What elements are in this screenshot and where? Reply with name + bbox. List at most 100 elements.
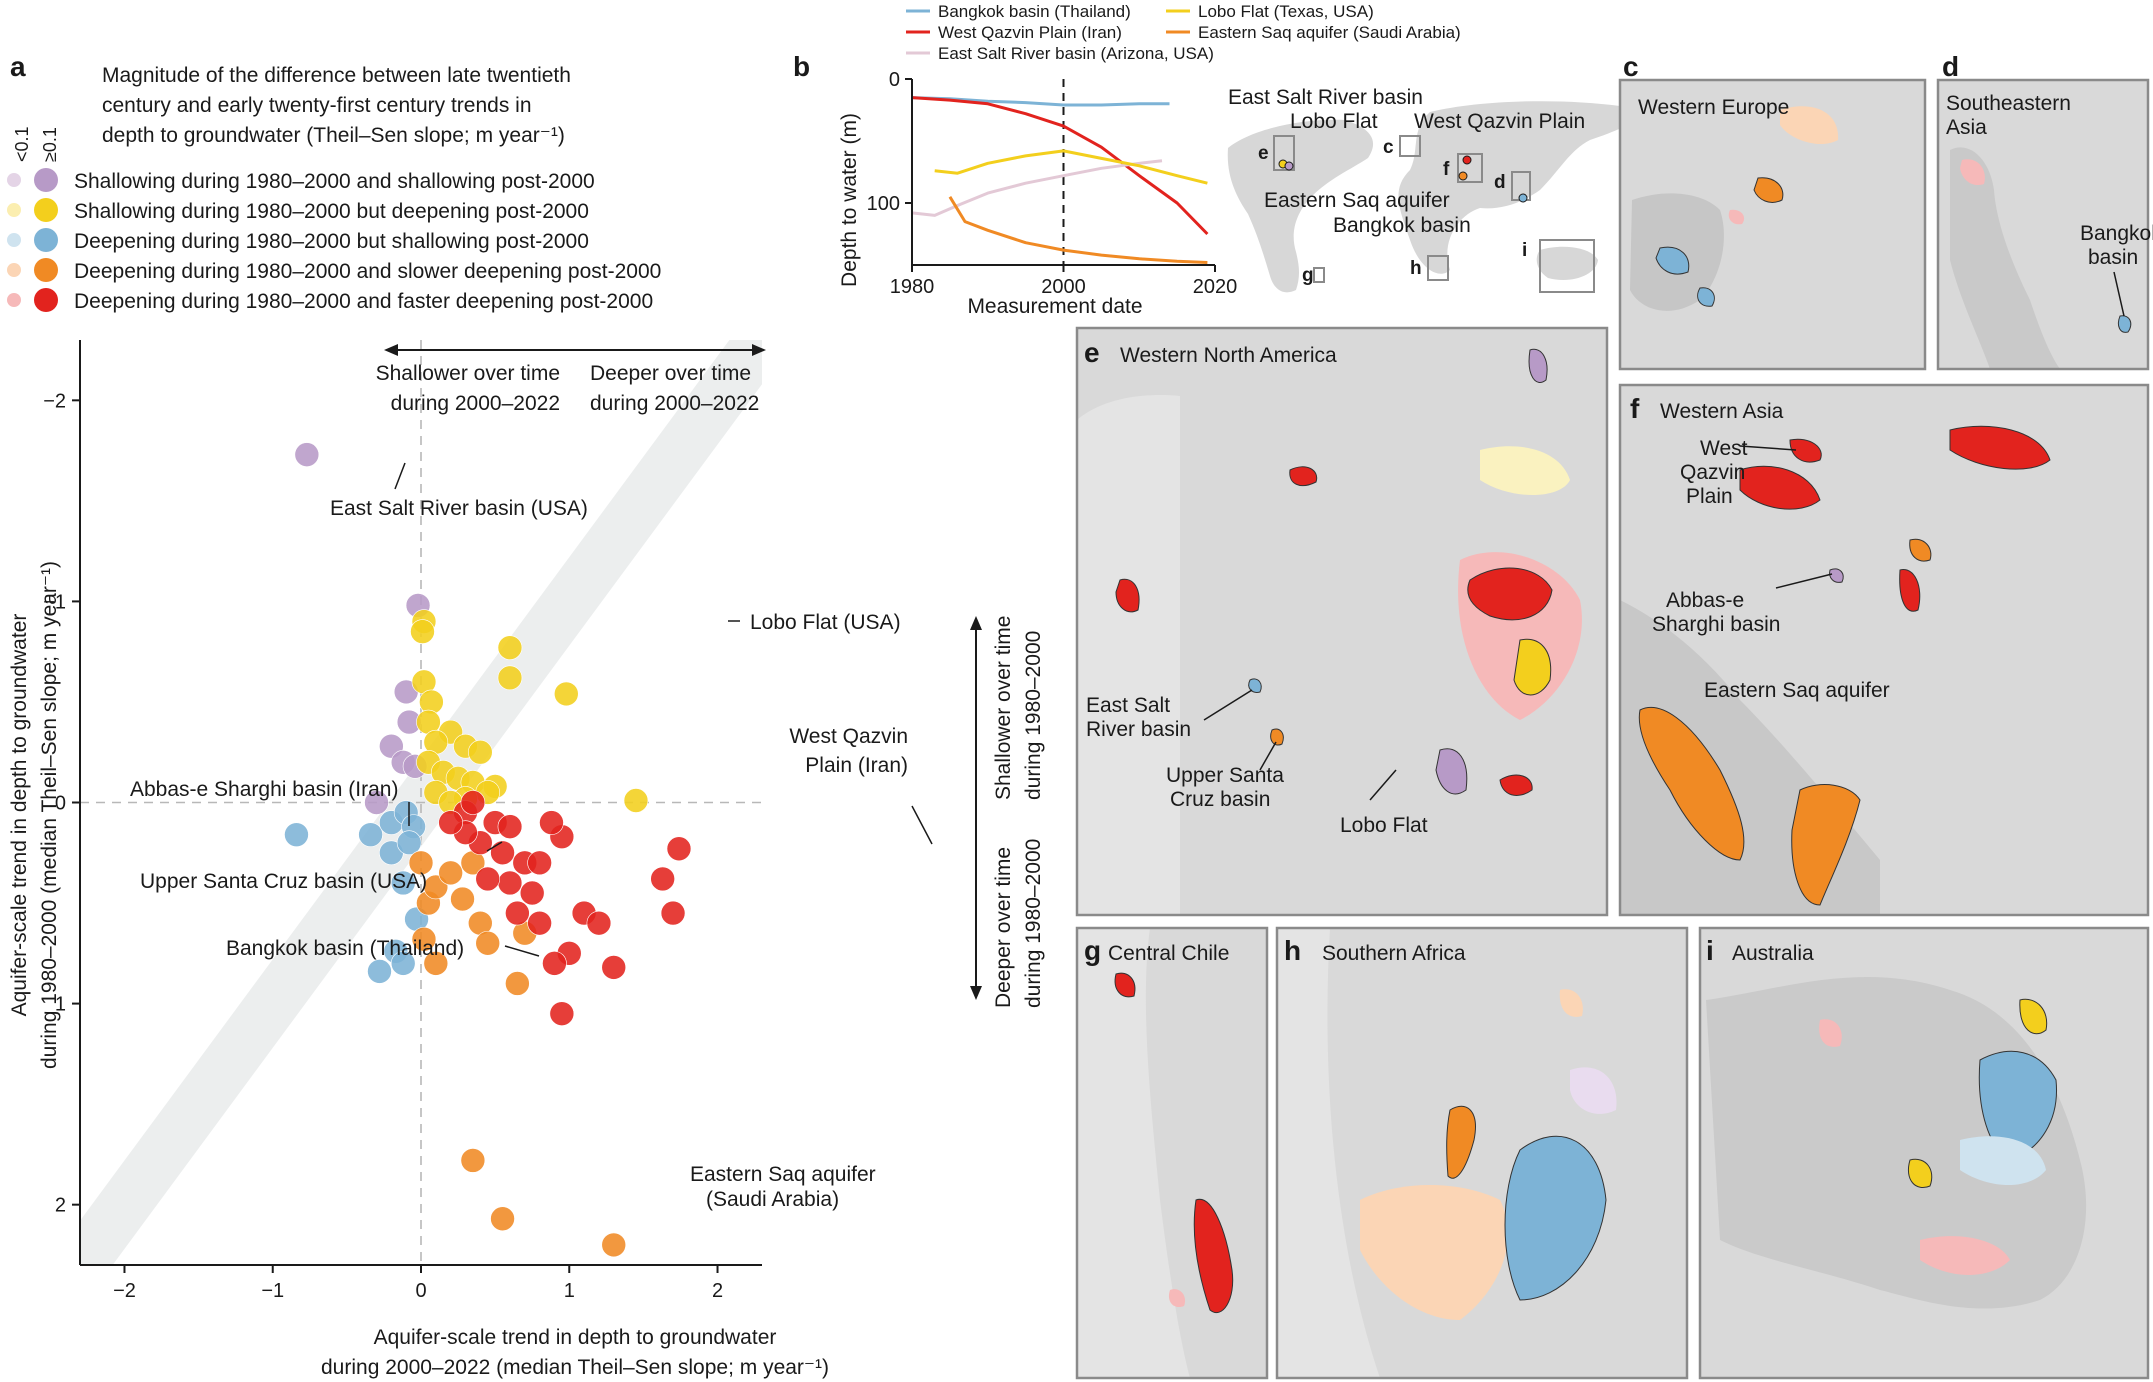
- arrow-down-label-2: during 1980–2000: [1022, 839, 1045, 1008]
- scatter-point: [294, 442, 320, 467]
- map-f-label-saq: Eastern Saq aquifer: [1704, 679, 1890, 702]
- scatter-y-tick-label: 0: [55, 793, 66, 815]
- locator-box-e: [1273, 135, 1295, 171]
- scatter-point: [475, 866, 501, 892]
- map-c-aquifer-blue-2: [1697, 287, 1715, 307]
- map-f-leader-abbas: [1775, 573, 1833, 589]
- scatter-x-tick-label: 1: [564, 1280, 575, 1302]
- map-i-aquifer-pink-north: [1819, 1019, 1842, 1047]
- scatter-point: [586, 910, 612, 936]
- map-i-aquifer-blue: [1978, 1050, 2058, 1161]
- map-f-aquifer-orange-small: [1909, 538, 1932, 562]
- scatter-y-tick-label: 1: [55, 994, 66, 1016]
- map-f-label-qazvin-3: Plain: [1686, 485, 1733, 508]
- scatter-point: [460, 1148, 486, 1173]
- legend-small-header: <0.1: [12, 126, 32, 162]
- locator-dot-bangkok: [1518, 193, 1528, 203]
- annotation-upper-santa-cruz: Upper Santa Cruz basin (USA): [140, 870, 427, 893]
- world-locator-map: East Salt River basin Lobo Flat West Qaz…: [1227, 86, 1637, 293]
- legend-item-2: Shallowing during 1980–2000 but deepenin…: [74, 200, 589, 223]
- panel-letter-b: b: [793, 51, 810, 82]
- map-c-title: Western Europe: [1638, 96, 1789, 119]
- locator-box-c: [1399, 135, 1421, 157]
- scatter-point: [601, 955, 627, 980]
- scatter-point: [423, 951, 449, 976]
- map-e-title: Western North America: [1120, 344, 1337, 367]
- arrow-left-label-1: Shallower over time: [376, 362, 560, 385]
- map-e-label-santa-cruz-2: Cruz basin: [1170, 788, 1270, 811]
- scatter-point: [666, 836, 692, 862]
- line-legend-eastern-saq: Eastern Saq aquifer (Saudi Arabia): [1198, 23, 1461, 42]
- map-g-aquifer-pink: [1168, 1289, 1186, 1308]
- locator-dot-qazvin: [1462, 155, 1472, 165]
- scatter-point: [505, 971, 530, 996]
- map-e-aquifer-red-coast: [1115, 578, 1140, 613]
- line-xlabel: Measurement date: [967, 295, 1142, 318]
- scatter-point: [358, 822, 383, 847]
- map-f-aquifer-red-cluster: [1739, 465, 1821, 510]
- locator-eurasia-africa: [1398, 101, 1637, 274]
- scatter-point: [490, 1206, 515, 1232]
- locator-letter-i: i: [1522, 240, 1527, 261]
- map-f-aquifer-red-east: [1949, 425, 2051, 470]
- locator-letter-g: g: [1302, 265, 1314, 286]
- legend-swatch-dark-5: [34, 288, 58, 312]
- line-series-path: [911, 96, 1209, 236]
- scatter-point: [364, 790, 389, 815]
- map-i-aquifer-pink: [1920, 1236, 2010, 1275]
- legend-swatch-dark-4: [34, 258, 58, 282]
- map-f-label-qazvin-1: West: [1700, 437, 1748, 460]
- legend-swatch-light-4: [7, 263, 21, 277]
- legend: Magnitude of the difference between late…: [7, 64, 661, 313]
- arrow-down-label-1: Deeper over time: [992, 847, 1015, 1008]
- legend-swatch-light-5: [7, 293, 21, 307]
- scatter-point: [475, 930, 501, 956]
- scatter-point: [396, 830, 422, 856]
- map-f-frame: [1618, 383, 2150, 917]
- scatter-point: [490, 840, 515, 866]
- panel-letter-f: f: [1630, 393, 1640, 424]
- scatter-point: [601, 1232, 627, 1258]
- map-e-label-east-salt-1: East Salt: [1086, 694, 1170, 717]
- map-c-aquifer-blue-1: [1655, 246, 1690, 275]
- scatter-point: [390, 951, 416, 976]
- line-legend-west-qazvin: West Qazvin Plain (Iran): [938, 23, 1122, 42]
- map-c-aquifer-pink: [1728, 209, 1745, 225]
- map-e-leader-lobo: [1369, 769, 1397, 801]
- locator-label-bangkok: Bangkok basin: [1333, 214, 1471, 237]
- map-e-label-santa-cruz-1: Upper Santa: [1166, 764, 1284, 787]
- leader-upper-santa-cruz: [486, 841, 503, 852]
- scatter-point: [539, 810, 564, 835]
- map-h-aquifer-blue: [1504, 1135, 1607, 1301]
- map-c-aquifer-light-orange: [1780, 106, 1839, 145]
- map-g-title: Central Chile: [1108, 942, 1229, 965]
- scatter-point: [497, 870, 523, 896]
- map-e-aquifer-lobo-flat: [1435, 748, 1468, 795]
- line-x-tick-label: 2000: [1041, 276, 1086, 298]
- scatter-point: [450, 886, 475, 912]
- annotation-bangkok: Bangkok basin (Thailand): [226, 937, 464, 960]
- locator-dot-saq: [1458, 171, 1468, 181]
- map-western-asia: f Western Asia West Qazvin Plain Abbas-e…: [1618, 383, 2150, 917]
- locator-letter-f: f: [1443, 159, 1450, 180]
- arrow-right-label-1: Deeper over time: [590, 362, 751, 385]
- scatter-point: [650, 866, 675, 892]
- locator-dot-lobo: [1284, 161, 1294, 171]
- scatter-x-tick-label: −2: [113, 1280, 136, 1302]
- map-f-label-abbas-2: Sharghi basin: [1652, 613, 1780, 636]
- map-d-frame: [1936, 78, 2150, 371]
- arrow-left-head-icon: [384, 344, 398, 356]
- legend-swatch-light-3: [7, 233, 21, 247]
- locator-letter-c: c: [1383, 137, 1394, 158]
- map-i-frame: [1698, 926, 2150, 1380]
- map-d-label-2: basin: [2088, 246, 2138, 269]
- line-axes: 1980 2000 2020 0 100: [867, 69, 1238, 298]
- annotation-east-salt-river: East Salt River basin (USA): [330, 497, 588, 520]
- scatter-point: [284, 822, 309, 847]
- scatter-point: [367, 959, 392, 984]
- annotation-eastern-saq-1: Eastern Saq aquifer: [690, 1163, 876, 1186]
- scatter-point: [390, 870, 416, 896]
- map-e-aquifer-red-inland: [1289, 466, 1318, 486]
- scatter-point: [410, 619, 435, 644]
